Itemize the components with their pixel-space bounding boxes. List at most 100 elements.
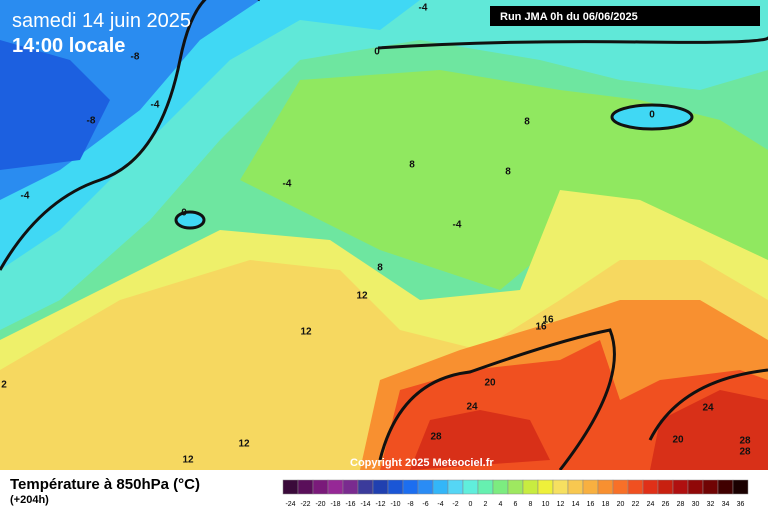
copyright: Copyright 2025 Meteociel.fr <box>350 457 494 469</box>
scale-label: -16 <box>345 501 355 508</box>
contour-label: -4 <box>151 100 160 111</box>
scale-label: -14 <box>360 501 370 508</box>
scale-label: 32 <box>707 501 715 508</box>
contour-label: -4 <box>453 220 462 231</box>
time: 14:00 locale <box>12 35 125 57</box>
scale-label: 24 <box>647 501 655 508</box>
scale-label: -10 <box>390 501 400 508</box>
scale-cell <box>657 479 674 495</box>
scale-label: -12 <box>375 501 385 508</box>
contour-label: 8 <box>409 160 415 171</box>
isotherm <box>0 0 260 271</box>
scale-cell <box>717 479 734 495</box>
contour-label: 2 <box>1 380 7 391</box>
contour-label: -4 <box>419 3 428 14</box>
contour-label: 8 <box>505 167 511 178</box>
contour-label: -4 <box>283 179 292 190</box>
scale-cell <box>597 479 614 495</box>
scale-label: 0 <box>469 501 473 508</box>
isotherm <box>648 368 768 441</box>
scale-cell <box>477 479 494 495</box>
scale-label: -22 <box>300 501 310 508</box>
scale-cell <box>417 479 434 495</box>
contour-label: 0 <box>374 47 380 58</box>
scale-label: 6 <box>514 501 518 508</box>
contour-label: 12 <box>238 439 250 450</box>
scale-cell <box>537 479 554 495</box>
contour-label: 12 <box>356 291 368 302</box>
coldest-zone <box>0 40 110 170</box>
scale-cell <box>492 479 509 495</box>
scale-cell <box>567 479 584 495</box>
contour-label: 16 <box>535 322 547 333</box>
hottest-zone <box>410 390 768 470</box>
contour-label: 28 <box>739 447 751 458</box>
scale-label: -8 <box>407 501 413 508</box>
scale-cell <box>282 479 299 495</box>
scale-cell <box>297 479 314 495</box>
scale-cell <box>342 479 359 495</box>
scale-label: 8 <box>529 501 533 508</box>
footer-title: Température à 850hPa (°C) <box>10 476 200 493</box>
contour-label: 20 <box>672 435 684 446</box>
scale-cell <box>387 479 404 495</box>
scale-label: -24 <box>285 501 295 508</box>
contour-label: 0 <box>649 110 655 121</box>
isotherm <box>610 103 694 131</box>
scale-label: 30 <box>692 501 700 508</box>
scale-label: 26 <box>662 501 670 508</box>
run-box <box>490 6 760 26</box>
scale-label: 2 <box>484 501 488 508</box>
scale-cell <box>357 479 374 495</box>
scale-label: 34 <box>722 501 730 508</box>
scale-cell <box>372 479 389 495</box>
contour-label: 24 <box>702 403 714 414</box>
scale-label: 12 <box>557 501 565 508</box>
contour-label: 20 <box>484 378 496 389</box>
scale-label: 22 <box>632 501 640 508</box>
scale-label: 10 <box>542 501 550 508</box>
scale-cell <box>612 479 629 495</box>
scale-label: 20 <box>617 501 625 508</box>
scale-cell <box>447 479 464 495</box>
scale-label: 18 <box>602 501 610 508</box>
contour-label: 8 <box>377 263 383 274</box>
scale-label: 36 <box>737 501 745 508</box>
contour-label: 24 <box>466 402 478 413</box>
scale-label: 28 <box>677 501 685 508</box>
scale-label: 16 <box>587 501 595 508</box>
scale-label: -20 <box>315 501 325 508</box>
isotherm <box>174 210 206 230</box>
contour-label: 28 <box>739 436 751 447</box>
scale-cell <box>507 479 524 495</box>
scale-label: 4 <box>499 501 503 508</box>
scale-cell <box>312 479 329 495</box>
footer-lead: (+204h) <box>10 494 49 506</box>
isotherm <box>378 328 616 471</box>
scale-label: -18 <box>330 501 340 508</box>
contour-label: -8 <box>87 116 96 127</box>
date: samedi 14 juin 2025 <box>12 10 191 32</box>
contour-label: 16 <box>542 315 554 326</box>
contour-label: -8 <box>131 52 140 63</box>
scale-label: -2 <box>452 501 458 508</box>
contour-label: 28 <box>430 432 442 443</box>
scale-cell <box>462 479 479 495</box>
contour-label: 12 <box>300 327 312 338</box>
scale-cell <box>687 479 704 495</box>
scale-cell <box>327 479 344 495</box>
contour-label: 0 <box>181 208 187 219</box>
scale-label: -4 <box>437 501 443 508</box>
scale-label: -6 <box>422 501 428 508</box>
isotherm <box>377 36 768 50</box>
scale-cell <box>627 479 644 495</box>
scale-cell <box>642 479 659 495</box>
scale-cell <box>672 479 689 495</box>
scale-cell <box>432 479 449 495</box>
scale-cell <box>702 479 719 495</box>
scale-cell <box>552 479 569 495</box>
scale-cell <box>582 479 599 495</box>
contour-label: 12 <box>182 455 194 466</box>
contour-label: -4 <box>21 191 30 202</box>
